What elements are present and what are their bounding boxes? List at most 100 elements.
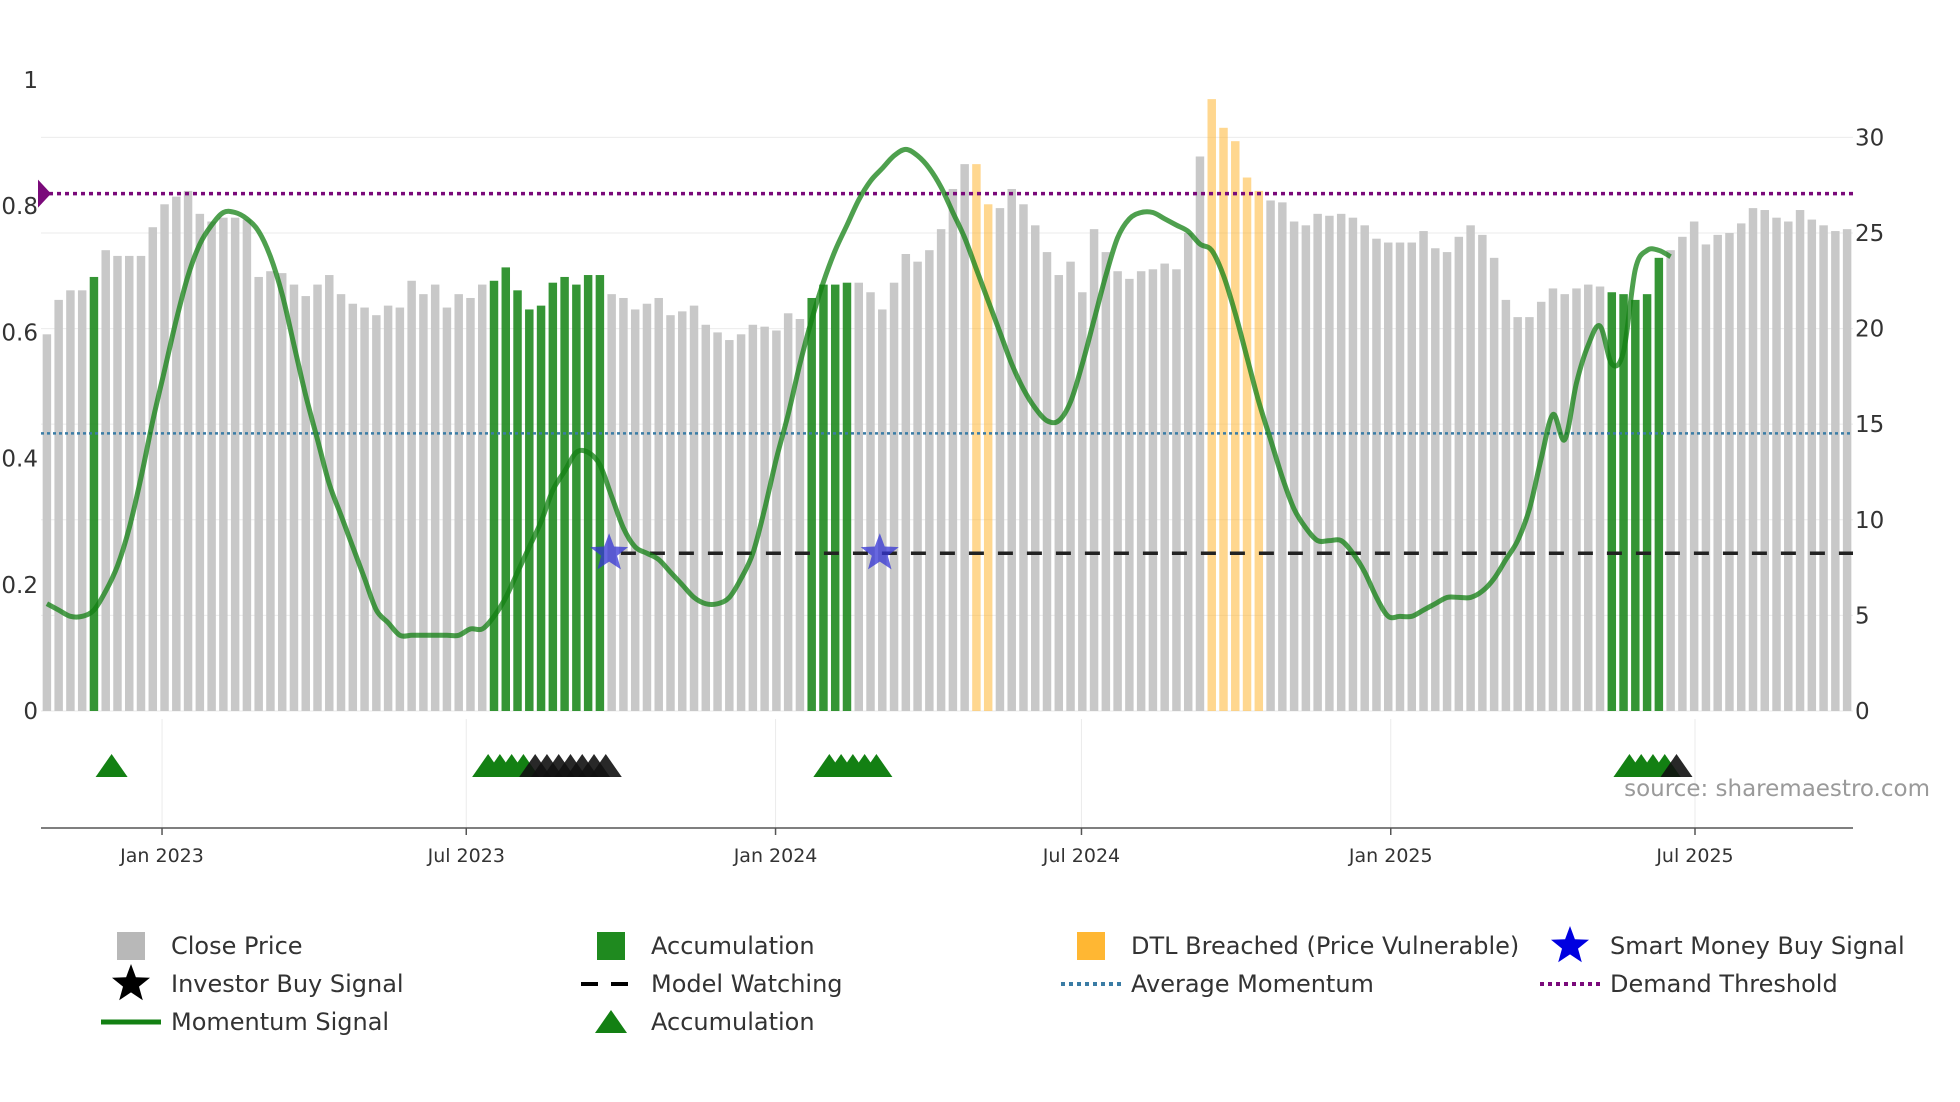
left-tick-label: 0.8	[1, 194, 38, 220]
close-price-bar	[948, 188, 958, 711]
marker-subplot	[95, 754, 1693, 777]
close-price-bar	[1395, 242, 1405, 711]
close-price-bar	[101, 250, 110, 712]
dtl-breached-bar	[1231, 141, 1240, 712]
close-price-bar	[619, 297, 628, 711]
close-price-bar	[1807, 219, 1817, 712]
accumulation-bar	[572, 284, 581, 711]
close-price-bar	[1172, 269, 1181, 711]
close-price-bar	[419, 294, 428, 711]
close-price-bar	[1089, 229, 1099, 712]
left-tick-label: 0.6	[1, 320, 38, 346]
accumulation-bar	[595, 275, 605, 711]
smart-money-star-icon	[590, 533, 629, 570]
close-price-bar	[642, 303, 652, 711]
left-tick-label: 1	[23, 68, 38, 94]
close-price-bar	[219, 217, 228, 711]
right-tick-label: 15	[1855, 412, 1884, 438]
close-price-bar	[360, 307, 369, 711]
left-tick-label: 0.4	[1, 447, 38, 473]
accumulation-bar	[842, 282, 852, 711]
gray-square-icon	[117, 932, 145, 960]
close-price-bar	[442, 307, 452, 711]
close-price-bar	[1407, 242, 1417, 711]
accumulation-bar	[1607, 292, 1617, 711]
close-price-bar	[160, 204, 169, 711]
dtl-breached-bar	[1242, 177, 1252, 711]
close-price-bar	[854, 282, 863, 711]
left-tick-label: 0.2	[1, 573, 38, 599]
axes: Jan 2023 Jul 2023 Jan 2024 Jul 2024 Jan 2025…	[1, 68, 1884, 867]
close-price-bar	[313, 284, 322, 711]
close-price-bar	[183, 190, 193, 712]
close-price-bar	[795, 319, 805, 711]
close-price-bar	[1784, 221, 1793, 712]
accumulation-bar	[548, 282, 558, 711]
close-price-bar	[348, 303, 358, 711]
dtl-breached-bar	[1219, 127, 1228, 711]
close-price-bar	[889, 282, 899, 711]
close-price-bar	[466, 297, 475, 711]
close-price-bar	[477, 284, 487, 711]
close-price-bar	[1160, 263, 1169, 711]
close-price-bar	[1466, 225, 1475, 711]
close-price-bar	[277, 273, 287, 711]
close-price-bar	[1548, 288, 1558, 711]
close-price-bar	[995, 208, 1005, 711]
close-price-bar	[325, 275, 334, 711]
close-price-bar	[1584, 284, 1593, 711]
close-price-bar	[1831, 231, 1840, 712]
grid-lines	[41, 136, 1853, 828]
x-tick-label: Jul 2023	[427, 845, 505, 867]
accumulation-bar	[89, 276, 99, 711]
close-price-bar	[266, 271, 275, 711]
close-price-bar	[866, 292, 875, 711]
dtl-breached-bar	[1207, 99, 1216, 711]
dtl-breached-bar	[1254, 190, 1264, 712]
investor-buy-triangle-icon	[1660, 754, 1693, 777]
close-price-bar	[925, 250, 934, 712]
close-price-bar	[1513, 317, 1522, 711]
close-price-bar	[783, 313, 793, 711]
close-price-bar	[54, 299, 63, 711]
close-price-bar	[1042, 252, 1052, 711]
close-price-bar	[1336, 213, 1346, 711]
close-price-bar	[1489, 257, 1499, 711]
close-price-bar	[713, 332, 722, 711]
close-price-bar	[1007, 188, 1016, 711]
momentum-signal-line	[45, 146, 1672, 639]
accumulation-bar	[525, 309, 534, 711]
close-price-bar	[113, 255, 122, 711]
close-price-bar	[1560, 294, 1569, 711]
close-price-bar	[172, 196, 181, 711]
close-price-bar	[630, 309, 640, 711]
close-price-bar	[1795, 210, 1805, 712]
close-price-bar	[1736, 223, 1746, 711]
close-price-bar	[42, 334, 52, 711]
close-price-bar	[1666, 250, 1675, 712]
close-price-bar	[1019, 204, 1028, 711]
legend-label: Smart Money Buy Signal	[1610, 932, 1905, 960]
close-price-bar	[1125, 278, 1134, 711]
right-tick-label: 25	[1855, 221, 1884, 247]
close-price-bar	[1301, 225, 1311, 711]
dtl-breached-bar	[972, 164, 981, 712]
close-price-bar	[1725, 232, 1734, 711]
close-price-bar	[666, 315, 675, 711]
close-price-bar	[207, 221, 216, 712]
close-price-bar	[66, 290, 75, 711]
green-square-icon	[597, 932, 625, 960]
right-tick-label: 0	[1855, 699, 1870, 725]
close-price-bar	[736, 334, 746, 711]
accumulation-bar	[513, 290, 522, 711]
close-price-bar	[689, 305, 699, 711]
close-price-bar	[654, 297, 663, 711]
legend-label: Demand Threshold	[1610, 970, 1838, 998]
x-tick-label: Jan 2025	[1348, 845, 1433, 867]
close-price-bar	[901, 254, 911, 711]
black-star-icon	[112, 964, 150, 1001]
close-price-bar	[242, 219, 252, 712]
close-price-bar	[289, 284, 299, 711]
close-price-bar	[1054, 275, 1064, 711]
